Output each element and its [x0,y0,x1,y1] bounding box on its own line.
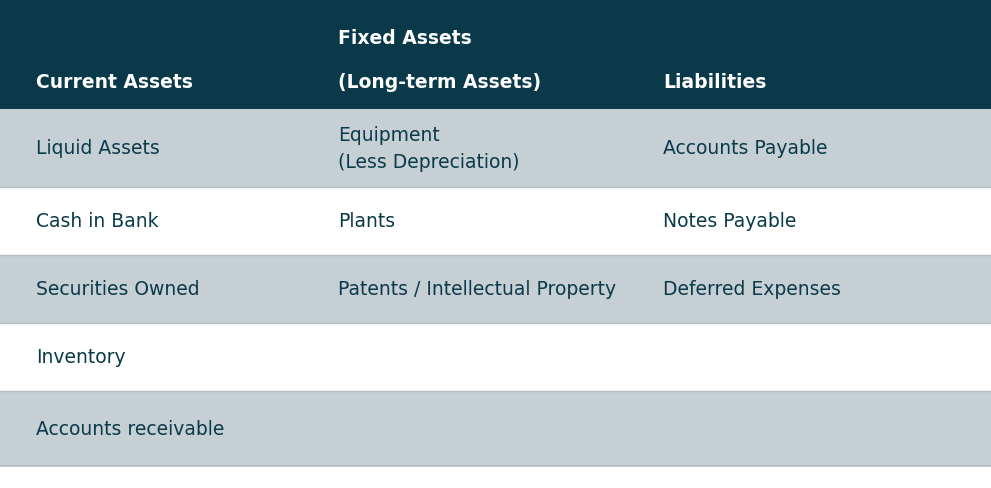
Text: Notes Payable: Notes Payable [663,212,797,231]
Text: Patents / Intellectual Property: Patents / Intellectual Property [338,280,616,299]
Bar [0,0,991,110]
Text: Accounts Payable: Accounts Payable [663,139,827,158]
Text: Fixed Assets: Fixed Assets [338,29,472,48]
Text: Current Assets: Current Assets [36,73,193,92]
Bar [0,187,991,256]
Text: Liabilities: Liabilities [663,73,766,92]
Text: Cash in Bank: Cash in Bank [36,212,159,231]
Bar [0,324,991,391]
Text: Accounts receivable: Accounts receivable [36,419,224,438]
Text: Equipment
(Less Depreciation): Equipment (Less Depreciation) [338,126,519,171]
Bar [0,391,991,466]
Text: Plants: Plants [338,212,395,231]
Text: Inventory: Inventory [36,348,126,367]
Text: Liquid Assets: Liquid Assets [36,139,160,158]
Text: Deferred Expenses: Deferred Expenses [663,280,841,299]
Bar [0,256,991,324]
Bar [0,110,991,187]
Text: Securities Owned: Securities Owned [36,280,199,299]
Text: (Long-term Assets): (Long-term Assets) [338,73,541,92]
